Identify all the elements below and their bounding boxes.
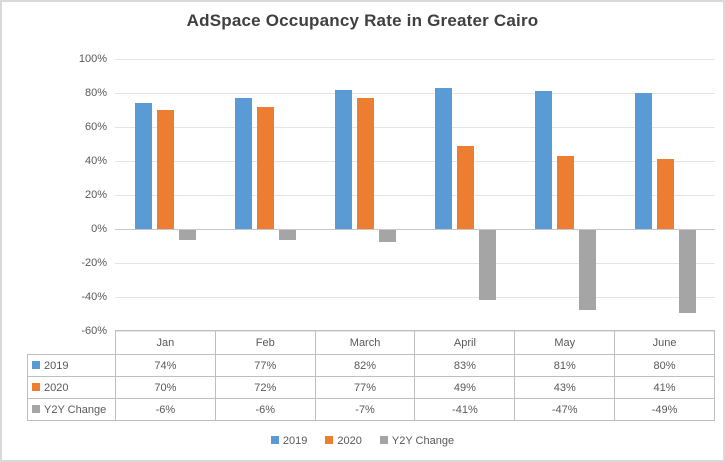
- table-header-cell: June: [614, 330, 715, 355]
- table-value-cell: 81%: [514, 354, 616, 377]
- table-header-cell: April: [414, 330, 516, 355]
- bar-y2y-change-may: [579, 230, 596, 310]
- legend-label: Y2Y Change: [391, 435, 455, 447]
- bar-2019-jan: [135, 103, 152, 229]
- bar-y2y-change-march: [379, 230, 396, 242]
- legend-swatch-icon: [325, 436, 334, 444]
- zero-gridline: [115, 229, 715, 230]
- chart-title: AdSpace Occupancy Rate in Greater Cairo: [186, 11, 539, 30]
- bar-2020-may: [557, 155, 574, 229]
- table-value-cell: 43%: [514, 376, 616, 399]
- table-header-cell: March: [314, 330, 416, 355]
- table-value-cell: 72%: [214, 376, 316, 399]
- bar-y2y-change-june: [679, 230, 696, 314]
- y-axis-tick-label: -60%: [81, 325, 107, 337]
- table-value-cell: 70%: [115, 376, 216, 399]
- bar-y2y-change-feb: [279, 230, 296, 241]
- table-value-cell: -41%: [414, 398, 516, 421]
- table-row: 2019 74% 77% 82% 83% 81% 80%: [27, 354, 715, 377]
- table-row-label: 2019: [27, 354, 116, 377]
- bar-2020-feb: [257, 106, 274, 229]
- legend-item: Y2Y Change: [379, 435, 455, 447]
- bar-2020-june: [657, 159, 674, 229]
- bar-2019-march: [335, 89, 352, 229]
- table-value-cell: 77%: [214, 354, 316, 377]
- y-axis-tick-label: 100%: [78, 53, 107, 65]
- table-header-row: Jan Feb March April May June: [28, 330, 715, 355]
- y-axis-tick-label: -40%: [81, 291, 107, 303]
- series-swatch-icon: [32, 360, 40, 369]
- bar-2020-march: [357, 98, 374, 229]
- legend-item: 2020: [325, 435, 362, 447]
- table-value-cell: -6%: [115, 398, 216, 421]
- table-value-cell: 77%: [314, 376, 416, 399]
- gridline: [115, 161, 715, 162]
- data-table: Jan Feb March April May June 2019 74% 77% 82% 83% 8…: [27, 330, 715, 421]
- plot-area: [115, 59, 715, 332]
- table-value-cell: -47%: [514, 398, 616, 421]
- legend-swatch-icon: [379, 436, 388, 444]
- table-row-label: 2020: [27, 376, 116, 399]
- gridline: [115, 263, 715, 264]
- legend-label: 2020: [337, 435, 362, 447]
- bar-2019-april: [435, 87, 452, 229]
- legend-swatch-icon: [270, 436, 279, 444]
- legend-item: 2019: [270, 435, 308, 447]
- table-value-cell: -7%: [314, 398, 416, 421]
- table-value-cell: 49%: [414, 376, 516, 399]
- table-value-cell: 82%: [314, 354, 416, 377]
- y-axis-tick-label: 40%: [84, 155, 107, 167]
- bar-2019-june: [635, 93, 652, 229]
- bar-2019-feb: [235, 98, 252, 229]
- legend: 2019 2020 Y2Y Change: [2, 432, 723, 450]
- bar-y2y-change-jan: [179, 230, 196, 241]
- table-value-cell: -49%: [614, 398, 715, 421]
- table-row: 2020 70% 72% 77% 49% 43% 41%: [27, 376, 715, 399]
- gridline: [115, 59, 715, 60]
- table-value-cell: 83%: [414, 354, 516, 377]
- table-corner-cell: [28, 331, 116, 355]
- series-swatch-icon: [32, 404, 40, 413]
- legend-label: 2019: [282, 435, 308, 447]
- table-header-cell: Jan: [115, 330, 216, 355]
- y-axis-tick-label: -20%: [81, 257, 107, 269]
- bar-y2y-change-april: [479, 230, 496, 300]
- y-axis-tick-label: 60%: [84, 121, 107, 133]
- gridline: [115, 297, 715, 298]
- bar-2019-may: [535, 91, 552, 229]
- table-value-cell: 80%: [614, 354, 715, 377]
- table-header-cell: May: [514, 330, 616, 355]
- y-axis-tick-label: 0%: [91, 223, 107, 235]
- gridline: [115, 93, 715, 94]
- table-value-cell: -6%: [214, 398, 316, 421]
- gridline: [115, 195, 715, 196]
- table-value-cell: 74%: [115, 354, 216, 377]
- y-axis-tick-label: 20%: [84, 189, 107, 201]
- table-row-label: Y2Y Change: [27, 398, 116, 421]
- gridline: [115, 127, 715, 128]
- table-row: Y2Y Change -6% -6% -7% -41% -47% -49%: [27, 398, 715, 421]
- table-header-cell: Feb: [214, 330, 316, 355]
- bar-2020-jan: [157, 110, 174, 229]
- series-swatch-icon: [32, 382, 40, 391]
- y-axis-tick-label: 80%: [84, 87, 107, 99]
- table-value-cell: 41%: [614, 376, 715, 399]
- bar-2020-april: [457, 145, 474, 229]
